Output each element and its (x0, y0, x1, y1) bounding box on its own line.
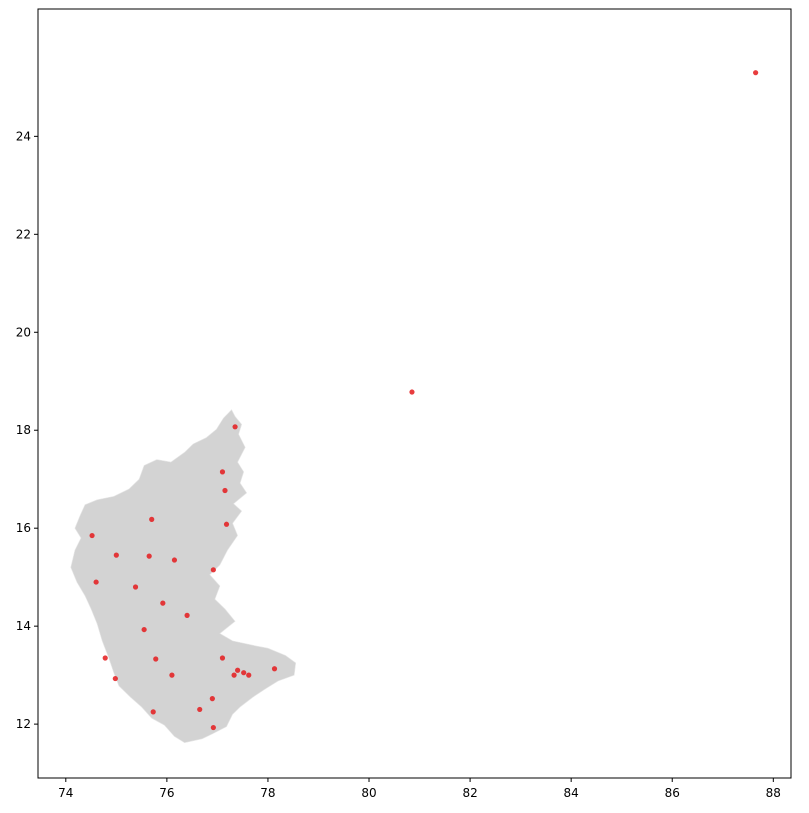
data-point-22 (241, 670, 247, 676)
x-tick-label: 86 (665, 786, 680, 800)
data-point-16 (141, 626, 147, 633)
data-point-4 (222, 487, 228, 494)
data-point-7 (89, 532, 95, 539)
x-tick-label: 78 (260, 786, 275, 800)
data-point-3 (219, 469, 226, 475)
data-point-0 (753, 70, 759, 76)
x-tick-label: 82 (462, 786, 477, 800)
region-polygon (70, 409, 297, 744)
data-point-12 (93, 579, 99, 585)
y-tick-label: 22 (16, 227, 31, 241)
data-point-10 (171, 557, 178, 563)
y-tick-label: 24 (16, 129, 31, 143)
data-point-30 (210, 724, 216, 731)
data-point-18 (153, 656, 159, 662)
y-tick-label: 16 (16, 521, 31, 535)
axes-frame (37, 8, 792, 779)
data-point-2 (232, 424, 238, 430)
data-point-5 (149, 516, 155, 522)
x-tick-label: 76 (159, 786, 174, 800)
data-point-1 (409, 389, 415, 395)
data-point-28 (197, 706, 203, 713)
y-tick-label: 12 (16, 717, 31, 731)
y-tick-label: 14 (16, 619, 31, 633)
x-tick-label: 84 (564, 786, 579, 800)
data-point-19 (219, 655, 226, 661)
data-point-15 (184, 612, 190, 618)
data-point-24 (246, 672, 252, 678)
y-tick-label: 20 (16, 325, 31, 339)
data-point-23 (231, 672, 237, 678)
y-tick-label: 18 (16, 423, 31, 437)
data-point-21 (271, 666, 278, 672)
data-point-25 (169, 672, 175, 678)
data-point-11 (210, 567, 216, 573)
data-point-26 (112, 675, 118, 682)
data-point-9 (146, 553, 152, 559)
data-point-6 (223, 521, 230, 527)
data-point-20 (235, 667, 241, 673)
data-point-13 (132, 584, 139, 590)
y-axis: 12 14 16 18 20 22 24 (16, 129, 38, 731)
x-tick-label: 80 (361, 786, 376, 800)
data-point-14 (160, 600, 166, 606)
data-point-29 (150, 709, 156, 715)
data-point-27 (209, 696, 215, 702)
x-tick-label: 88 (766, 786, 781, 800)
data-point-17 (102, 655, 108, 661)
x-axis: 74 76 78 80 82 84 86 88 (58, 778, 781, 800)
x-tick-label: 74 (58, 786, 73, 800)
karnataka-region (70, 409, 297, 744)
points-layer (89, 70, 759, 731)
data-point-8 (113, 552, 119, 558)
